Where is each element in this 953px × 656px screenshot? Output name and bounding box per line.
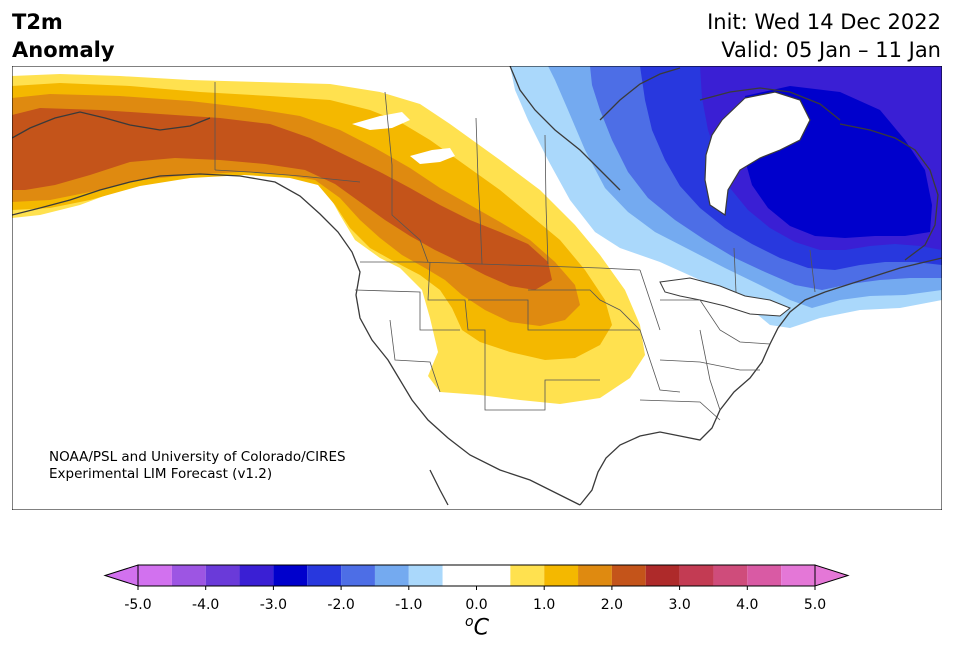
credit-line-1: NOAA/PSL and University of Colorado/CIRE… xyxy=(49,449,346,465)
colorbar-segment xyxy=(408,565,443,586)
colorbar-segment xyxy=(578,565,612,586)
colorbar-tick-label: 4.0 xyxy=(736,597,759,613)
colorbar-tick-label: -2.0 xyxy=(327,597,355,613)
colorbar-tick-label: -1.0 xyxy=(395,597,423,613)
colorbar-segment xyxy=(307,565,342,586)
map-title: T2m Anomaly xyxy=(12,8,115,64)
valid-label: Valid: 05 Jan – 11 Jan xyxy=(721,38,941,62)
colorbar-tick-label: -4.0 xyxy=(192,597,220,613)
coastlines xyxy=(12,66,942,506)
great-lakes xyxy=(659,277,791,317)
colorbar-segment xyxy=(611,565,646,586)
colorbar-units: oC xyxy=(465,614,489,640)
colorbar-tick-label: 3.0 xyxy=(668,597,691,613)
hudson-bay xyxy=(704,91,811,217)
colorbar-segment xyxy=(510,565,545,586)
colorbar-tick-label: -3.0 xyxy=(259,597,288,613)
credit-text: NOAA/PSL and University of Colorado/CIRE… xyxy=(49,449,346,483)
colorbar-segment xyxy=(273,565,308,586)
title-line-1: T2m xyxy=(12,10,63,34)
colorbar-segment xyxy=(239,565,274,586)
colorbar-segment xyxy=(713,565,748,586)
credit-line-2: Experimental LIM Forecast (v1.2) xyxy=(49,466,273,482)
colorbar-segment xyxy=(374,565,409,586)
colorbar-tick-label: 1.0 xyxy=(533,597,556,613)
lake-2 xyxy=(410,148,455,164)
colorbar-tick-label: 5.0 xyxy=(803,597,827,613)
colorbar-segment xyxy=(679,565,714,586)
units-superscript: o xyxy=(465,614,474,630)
colorbar-over-arrow xyxy=(814,564,850,587)
colorbar-segment xyxy=(442,565,511,586)
colorbar-segment xyxy=(205,565,240,586)
colorbar-tick-label: 0.0 xyxy=(465,597,488,613)
political-borders xyxy=(214,82,816,421)
colorbar-segment xyxy=(747,565,782,586)
colorbar-segment xyxy=(138,565,172,586)
colorbar-segment xyxy=(544,565,579,586)
colorbar-tick-label: 2.0 xyxy=(600,597,624,613)
colorbar-tick-label: -5.0 xyxy=(124,597,152,613)
title-line-2: Anomaly xyxy=(12,38,115,62)
date-info: Init: Wed 14 Dec 2022 Valid: 05 Jan – 11… xyxy=(707,8,941,64)
units-base: C xyxy=(473,615,489,641)
colorbar-segment xyxy=(171,565,206,586)
lake-1 xyxy=(352,112,410,130)
colorbar-segment xyxy=(341,565,375,586)
colorbar-under-arrow xyxy=(103,564,139,587)
warm-contour-2p0 xyxy=(12,108,552,290)
colorbar-segment xyxy=(781,565,815,586)
colorbar-segment xyxy=(645,565,680,586)
init-label: Init: Wed 14 Dec 2022 xyxy=(707,10,941,34)
